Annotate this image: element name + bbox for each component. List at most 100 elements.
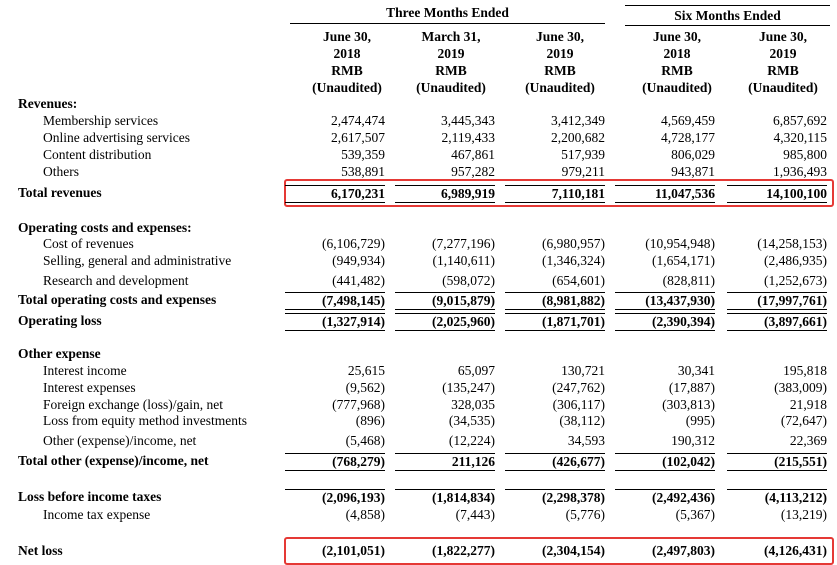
line-item-value: (247,762) — [552, 380, 605, 395]
line-item-label: Interest income — [43, 363, 127, 378]
total-label: Total revenues — [18, 185, 102, 200]
line-item-value: (5,776) — [565, 507, 605, 522]
total-value: 11,047,536 — [615, 185, 715, 203]
total-value: (102,042) — [615, 453, 715, 471]
total-value: 6,170,231 — [285, 185, 385, 203]
line-item-value: (995) — [685, 413, 715, 428]
total-value: (3,897,661) — [727, 313, 827, 331]
line-item-value: (17,887) — [668, 380, 715, 395]
column-header: 2018 — [333, 46, 361, 61]
group-rule — [625, 5, 830, 6]
line-item-value: 538,891 — [341, 164, 385, 179]
section-heading: Other expense — [18, 346, 101, 361]
total-value: (7,498,145) — [285, 292, 385, 310]
total-value: (17,997,761) — [727, 292, 827, 310]
line-item-value: 4,728,177 — [661, 130, 715, 145]
line-item-value: 65,097 — [457, 363, 495, 378]
section-heading: Operating costs and expenses: — [18, 220, 192, 235]
total-label: Operating loss — [18, 313, 102, 328]
line-item-value: (6,980,957) — [542, 236, 605, 251]
line-item-label: Content distribution — [43, 147, 152, 162]
subtotal-value: (4,113,212) — [727, 489, 827, 506]
line-item-value: 34,593 — [567, 433, 605, 448]
line-item-value: (1,140,611) — [432, 253, 496, 268]
line-item-value: (777,968) — [332, 397, 385, 412]
line-item-value: 25,615 — [347, 363, 385, 378]
line-item-value: 6,857,692 — [773, 113, 827, 128]
column-header: June 30, — [652, 29, 701, 44]
column-header: (Unaudited) — [748, 80, 818, 95]
line-item-label: Online advertising services — [43, 130, 190, 145]
subtotal-value: (2,298,378) — [505, 489, 605, 506]
line-item-value: (12,224) — [448, 433, 495, 448]
line-item-value: 2,200,682 — [551, 130, 605, 145]
column-header: RMB — [331, 63, 363, 78]
total-value: (4,126,431) — [764, 543, 827, 558]
line-item-value: (4,858) — [345, 507, 385, 522]
total-value: (2,304,154) — [542, 543, 605, 558]
line-item-value: 2,617,507 — [331, 130, 385, 145]
line-item-value: (2,486,935) — [764, 253, 827, 268]
line-item-value: 4,569,459 — [661, 113, 715, 128]
line-item-value: (306,117) — [552, 397, 605, 412]
line-item-value: 806,029 — [671, 147, 715, 162]
column-header: June 30, — [535, 29, 584, 44]
column-header: (Unaudited) — [525, 80, 595, 95]
total-value: 211,126 — [395, 453, 495, 471]
line-item-value: (1,654,171) — [652, 253, 715, 268]
line-item-value: (598,072) — [442, 273, 495, 288]
line-item-value: (1,252,673) — [764, 273, 827, 288]
highlight-box — [284, 537, 834, 565]
column-header: 2019 — [546, 46, 574, 61]
column-header: 2018 — [663, 46, 691, 61]
total-value: (8,981,882) — [505, 292, 605, 310]
total-value: (2,390,394) — [615, 313, 715, 331]
group-rule — [625, 25, 830, 26]
column-header: June 30, — [322, 29, 371, 44]
line-item-value: (10,954,948) — [645, 236, 715, 251]
column-header: 2019 — [437, 46, 465, 61]
line-item-label: Selling, general and administrative — [43, 253, 232, 268]
line-item-value: 979,211 — [561, 164, 605, 179]
total-label: Total operating costs and expenses — [18, 292, 217, 307]
line-item-label: Other (expense)/income, net — [43, 433, 197, 448]
line-item-value: (6,106,729) — [322, 236, 385, 251]
column-header: RMB — [544, 63, 576, 78]
subtotal-value: (2,096,193) — [285, 489, 385, 506]
column-header: RMB — [435, 63, 467, 78]
line-item-label: Membership services — [43, 113, 159, 128]
total-value: (215,551) — [727, 453, 827, 471]
total-value: (1,327,914) — [285, 313, 385, 331]
line-item-value: (441,482) — [332, 273, 385, 288]
line-item-value: (654,601) — [552, 273, 605, 288]
line-item-value: 30,341 — [677, 363, 715, 378]
total-value: (13,437,930) — [615, 292, 715, 310]
line-item-value: (38,112) — [559, 413, 605, 428]
line-item-value: 2,474,474 — [331, 113, 385, 128]
line-item-label: Interest expenses — [43, 380, 136, 395]
line-item-value: 4,320,115 — [773, 130, 828, 145]
line-item-value: 985,800 — [783, 147, 827, 162]
line-item-value: (303,813) — [662, 397, 715, 412]
column-header: June 30, — [758, 29, 807, 44]
line-item-value: (14,258,153) — [757, 236, 827, 251]
line-item-value: 943,871 — [671, 164, 715, 179]
line-item-value: (383,009) — [774, 380, 827, 395]
total-value: (768,279) — [285, 453, 385, 471]
total-value: 7,110,181 — [505, 185, 605, 203]
line-item-value: (828,811) — [662, 273, 715, 288]
line-item-label: Loss from equity method investments — [43, 413, 247, 428]
group-rule — [290, 23, 605, 24]
line-item-value: (9,562) — [345, 380, 385, 395]
total-value: 14,100,100 — [727, 185, 827, 203]
line-item-value: (5,367) — [675, 507, 715, 522]
line-item-value: 22,369 — [789, 433, 827, 448]
line-item-label: Cost of revenues — [43, 236, 134, 251]
line-item-label: Research and development — [43, 273, 189, 288]
total-label: Net loss — [18, 543, 63, 558]
total-label: Total other (expense)/income, net — [18, 453, 209, 468]
total-value: (426,677) — [505, 453, 605, 471]
line-item-value: (7,277,196) — [432, 236, 495, 251]
column-header: (Unaudited) — [416, 80, 486, 95]
